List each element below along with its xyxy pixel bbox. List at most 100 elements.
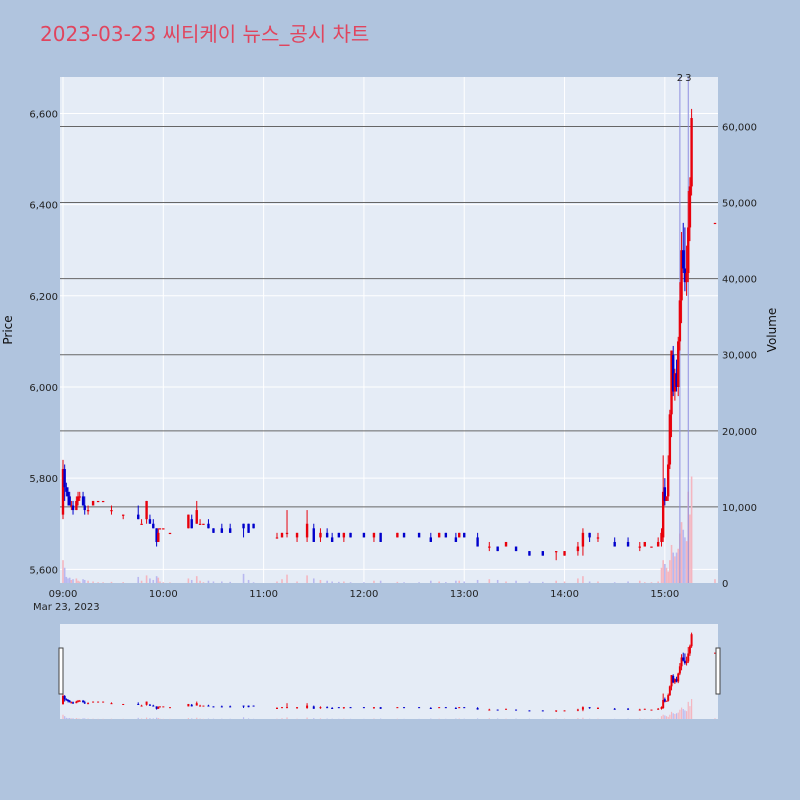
mini-candle-body [685,661,688,664]
mini-candle-body [296,707,299,709]
volume-bar [281,579,283,583]
mini-candle-body [438,707,441,709]
volume-bar [463,581,466,583]
mini-candle-body [680,657,683,667]
volume-bar [157,577,160,583]
volume-tick-label: 20,000 [722,427,757,438]
volume-bar [515,580,517,583]
mini-candle-body [675,679,678,682]
main-plot-area[interactable] [60,77,718,583]
mini-candle-body [687,653,690,662]
candle-body [396,532,399,538]
time-tick-label: 15:00 [650,589,679,600]
mini-candle-body [77,700,80,702]
candle-body [690,118,693,187]
mini-volume-bar [313,718,315,719]
candle-body [75,500,78,511]
mini-candle-body [65,699,68,701]
volume-bar [379,580,382,583]
mini-candle-body [252,705,255,707]
candle-body [429,537,432,542]
mini-volume-bar [669,714,671,719]
mini-volume-bar [670,711,673,719]
candle-body [675,373,678,387]
mini-candle-body [588,707,591,709]
volume-tick-label: 50,000 [722,199,757,210]
volume-bar [319,579,322,583]
mini-candle-body [643,708,646,710]
candle-body [660,532,663,542]
candle-body [285,532,289,535]
candle-body [202,523,205,525]
candle-body [379,532,382,542]
mini-candle-body [212,706,215,708]
volume-bar [685,541,688,583]
volume-bar [326,580,328,583]
mini-candle-body [505,708,508,710]
range-slider[interactable] [60,624,718,719]
mini-candle-body [670,675,673,687]
candle-body [643,541,646,547]
price-tick-label: 5,600 [29,565,58,576]
mini-candle-body [673,679,676,683]
candle-body [402,532,406,538]
candle-body [155,528,158,542]
mini-volume-bar [137,717,139,719]
candle-body [295,532,299,538]
mini-candle-body [92,701,95,703]
candle-body [220,528,224,533]
mini-candle-body [581,707,584,710]
volume-bar [75,578,78,583]
mini-candle-body [379,707,382,709]
candle-body [665,496,668,501]
mini-candle-body [75,701,78,704]
mini-candle-body [152,705,155,707]
mini-candle-body [650,709,653,711]
mini-candle-body [72,702,75,704]
volume-bar [582,576,584,583]
mini-candle-body [158,706,161,708]
range-slider-left-handle[interactable] [58,647,64,695]
mini-candle-body [627,708,630,710]
volume-bar [672,552,675,583]
volume-bar [82,579,84,583]
candle-body [158,528,162,530]
mini-volume-bar [682,709,684,719]
volume-axis-title: Volume [765,308,779,353]
mini-candle-body [140,705,143,707]
candle-body [417,532,421,538]
volume-bar [429,580,432,583]
mini-candle-body [207,705,210,707]
candle-body [110,510,113,512]
mini-candle-body [541,710,544,712]
candle-body [685,273,688,283]
candle-body [71,505,75,511]
volume-bar [476,579,479,583]
mini-candle-body [555,710,558,712]
range-slider-right-handle[interactable] [715,647,721,695]
candle-body [83,505,86,511]
mini-candle-body [488,709,491,711]
volume-bar [677,548,680,583]
mini-volume-bar [319,718,322,719]
candle-body [66,491,70,497]
mini-volume-bar [65,717,67,719]
volume-bar [140,580,143,583]
candle-body [96,500,100,503]
time-tick-label: 09:00 [49,589,78,600]
mini-volume-bar [685,711,688,719]
volume-tick-label: 30,000 [722,351,757,362]
volume-bar [650,582,653,583]
candle-body [576,546,580,552]
candle-body [81,496,85,506]
mini-volume-bar [660,716,663,719]
candle-body [683,268,687,283]
mini-candle-body [396,707,399,709]
mini-candle-body [665,700,668,702]
candle-body [312,528,315,542]
volume-bar [682,529,685,583]
candle-body [656,541,660,547]
mini-candle-body [168,707,171,709]
candle-body [638,546,641,548]
volume-bar [152,579,155,583]
